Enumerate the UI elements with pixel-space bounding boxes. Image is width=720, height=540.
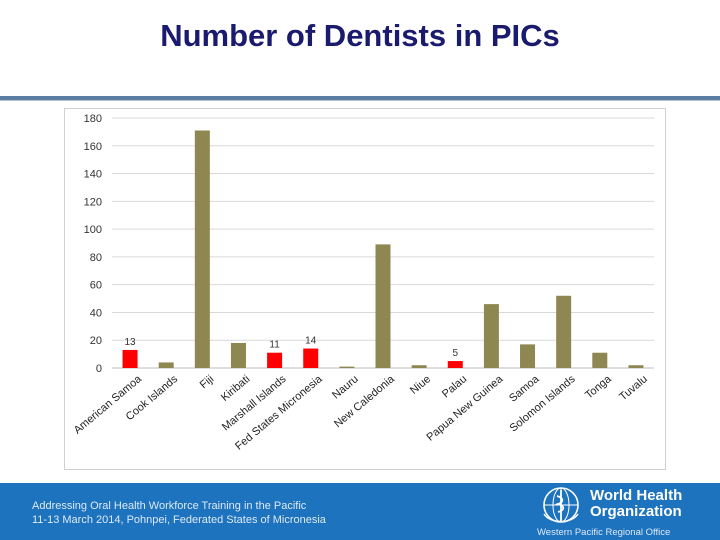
y-tick-label: 180: [84, 113, 102, 125]
x-tick-label: Palau: [440, 373, 469, 400]
data-label: 11: [269, 340, 280, 351]
title-divider: [0, 96, 720, 100]
bar: [483, 304, 499, 368]
bar: [303, 348, 319, 368]
title-divider-shadow: [0, 100, 720, 101]
who-wordmark: World Health Organization: [590, 488, 682, 520]
slide-title: Number of Dentists in PICs: [160, 18, 560, 53]
y-tick-label: 120: [84, 196, 102, 208]
who-emblem-icon: [543, 487, 579, 523]
y-tick-labels: 0 20 40 60 80 100 120 140 160 180: [84, 113, 102, 375]
y-tick-label: 0: [96, 363, 102, 375]
bar: [556, 295, 572, 368]
bar: [592, 352, 608, 368]
x-tick-label: New Caledonia: [332, 373, 398, 431]
bar: [194, 130, 210, 368]
bar: [122, 349, 138, 368]
who-name-line1: World Health: [590, 487, 683, 504]
y-tick-label: 20: [90, 335, 102, 347]
bars: [122, 130, 644, 368]
y-tick-label: 100: [84, 224, 102, 236]
data-labels: 13 11 14 5: [125, 336, 459, 360]
x-tick-label: Nauru: [330, 373, 361, 401]
y-tick-label: 160: [84, 141, 102, 153]
data-label: 13: [125, 337, 137, 348]
x-tick-label: Niue: [408, 373, 433, 397]
y-tick-label: 40: [90, 307, 102, 319]
x-tick-label: Solomon Islands: [508, 373, 578, 435]
y-tick-label: 80: [90, 252, 102, 264]
footer-caption: Addressing Oral Health Workforce Trainin…: [32, 499, 326, 527]
who-name-line2: Organization: [590, 503, 682, 520]
bar-chart: 0 20 40 60 80 100 120 140 160 180 13 11 14 5 America…: [72, 113, 654, 453]
x-tick-label: Tonga: [583, 373, 614, 402]
x-tick-label: Fiji: [198, 373, 216, 391]
regional-office-label: Western Pacific Regional Office: [537, 527, 671, 538]
footer-bar: [0, 483, 720, 540]
data-label: 14: [305, 336, 317, 347]
chart-frame: [64, 108, 666, 470]
footer-event-date: 11-13 March 2014, Pohnpei, Federated Sta…: [32, 514, 326, 526]
bar: [158, 362, 174, 368]
data-label: 5: [452, 348, 458, 359]
footer-event-title: Addressing Oral Health Workforce Trainin…: [32, 500, 307, 512]
bar: [339, 366, 355, 368]
bar: [230, 343, 246, 368]
y-tick-label: 140: [84, 169, 102, 181]
bar: [628, 365, 644, 368]
x-tick-label: Tuvalu: [617, 373, 650, 403]
bar: [447, 361, 463, 368]
x-tick-label: Kiribati: [219, 373, 252, 404]
bar: [520, 344, 536, 368]
bar: [375, 244, 391, 368]
bar: [267, 352, 283, 368]
bar: [411, 365, 427, 368]
y-tick-label: 60: [90, 280, 102, 292]
